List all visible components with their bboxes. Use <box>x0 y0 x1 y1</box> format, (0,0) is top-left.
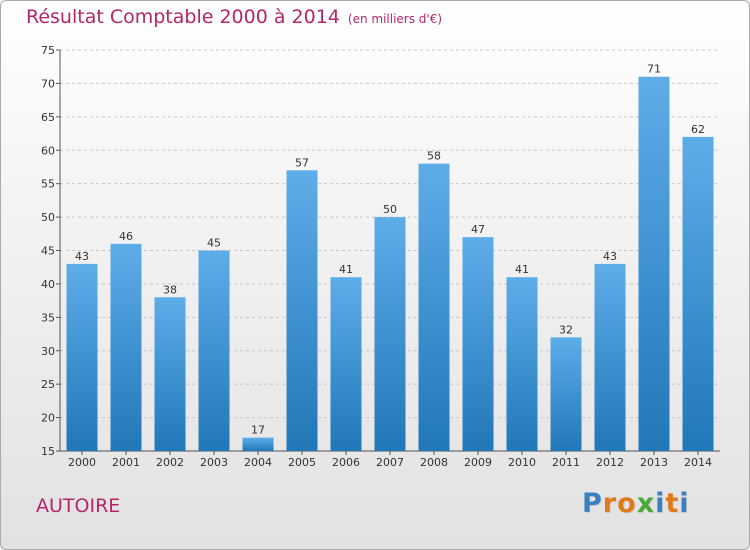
data-label-2000: 43 <box>75 250 89 263</box>
y-tick-label: 60 <box>41 144 55 157</box>
data-label-2007: 50 <box>383 203 397 216</box>
data-label-2009: 47 <box>471 223 485 236</box>
bar-2008 <box>418 163 450 451</box>
x-tick-label-2011: 2011 <box>552 456 580 469</box>
bar-2011 <box>550 337 582 451</box>
data-label-2014: 62 <box>691 123 705 136</box>
data-label-2004: 17 <box>251 424 265 437</box>
y-tick-label: 35 <box>41 311 55 324</box>
y-tick-label: 50 <box>41 211 55 224</box>
y-tick-label: 70 <box>41 77 55 90</box>
y-tick-label: 20 <box>41 412 55 425</box>
data-label-2002: 38 <box>163 283 177 296</box>
bar-2006 <box>330 277 362 451</box>
y-tick-label: 30 <box>41 345 55 358</box>
x-tick-label-2004: 2004 <box>244 456 272 469</box>
logo-letter: t <box>665 488 680 519</box>
logo-letter: o <box>617 488 637 519</box>
data-label-2006: 41 <box>339 263 353 276</box>
data-label-2001: 46 <box>119 230 133 243</box>
bar-2003 <box>198 250 230 451</box>
x-tick-label-2008: 2008 <box>420 456 448 469</box>
data-label-2005: 57 <box>295 156 309 169</box>
labels: 43 46 38 45 17 57 41 50 58 47 41 32 43 71 62 <box>75 63 705 437</box>
y-tick-label: 15 <box>41 445 55 458</box>
town-name: AUTOIRE <box>36 495 121 517</box>
chart-unit: (en milliers d'€) <box>347 12 443 26</box>
y-tick-label: 45 <box>41 245 55 258</box>
x-tick-label-2009: 2009 <box>464 456 492 469</box>
bar-2007 <box>374 217 406 451</box>
bar-2012 <box>594 263 626 451</box>
logo-letter: x <box>636 488 656 519</box>
data-label-2012: 43 <box>603 250 617 263</box>
x-tick-label-2010: 2010 <box>508 456 536 469</box>
logo-letter: i <box>679 488 690 519</box>
y-tick-label: 75 <box>41 44 55 57</box>
logo-letter: i <box>655 488 666 519</box>
bar-2014 <box>682 136 714 451</box>
bar-2010 <box>506 277 538 451</box>
bar-2009 <box>462 237 494 451</box>
x-tick-label-2005: 2005 <box>288 456 316 469</box>
logo-letter: r <box>602 488 618 519</box>
bar-2013 <box>638 76 670 451</box>
y-tick-label: 65 <box>41 111 55 124</box>
y-tick-label: 55 <box>41 178 55 191</box>
x-tick-label-2000: 2000 <box>68 456 96 469</box>
x-tick-label-2013: 2013 <box>640 456 668 469</box>
y-tick-label: 25 <box>41 378 55 391</box>
x-tick-label-2002: 2002 <box>156 456 184 469</box>
bar-2001 <box>110 243 142 451</box>
x-tick-label-2003: 2003 <box>200 456 228 469</box>
y-tick-label: 40 <box>41 278 55 291</box>
data-label-2011: 32 <box>559 323 573 336</box>
bar-2005 <box>286 170 318 452</box>
axes: 15 20 25 30 35 40 45 50 55 60 65 70 75 2000 2001 2002 20… <box>41 44 720 469</box>
data-label-2003: 45 <box>207 237 221 250</box>
bar-2002 <box>154 297 186 451</box>
x-tick-label-2001: 2001 <box>112 456 140 469</box>
x-tick-label-2014: 2014 <box>684 456 712 469</box>
data-label-2008: 58 <box>427 150 441 163</box>
bars <box>66 76 714 452</box>
bar-2000 <box>66 263 98 451</box>
data-label-2013: 71 <box>647 63 661 76</box>
data-label-2010: 41 <box>515 263 529 276</box>
bar-2004 <box>242 437 274 451</box>
chart-title: Résultat Comptable 2000 à 2014 (en millie… <box>26 6 442 28</box>
chart-title-text: Résultat Comptable 2000 à 2014 <box>26 6 340 28</box>
x-tick-label-2007: 2007 <box>376 456 404 469</box>
logo-letter: P <box>582 488 603 519</box>
proxiti-logo: Proxiti <box>582 488 690 519</box>
x-tick-label-2006: 2006 <box>332 456 360 469</box>
x-tick-label-2012: 2012 <box>596 456 624 469</box>
